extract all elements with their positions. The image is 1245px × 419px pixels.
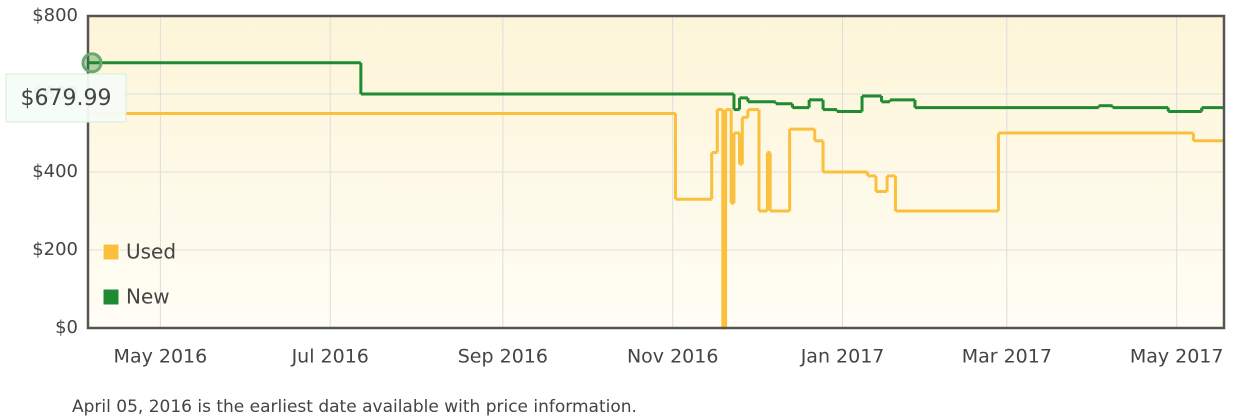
x-tick-label: Jul 2016 [291, 346, 369, 368]
x-tick-label: May 2017 [1130, 346, 1224, 368]
plot-border [86, 14, 1226, 330]
x-tick-label: Mar 2017 [962, 346, 1052, 368]
y-tick-label: $800 [32, 5, 78, 26]
x-tick-label: Sep 2016 [458, 346, 548, 368]
tooltip-box [5, 73, 127, 123]
y-tick-label: $200 [32, 239, 78, 260]
x-tick-label: May 2016 [114, 346, 208, 368]
legend-swatch [102, 243, 120, 261]
legend-label: Used [126, 240, 176, 264]
x-tick-label: Nov 2016 [627, 346, 718, 368]
y-tick-label: $0 [55, 317, 78, 338]
legend-swatch [102, 288, 120, 306]
x-tick-label: Jan 2017 [800, 346, 885, 368]
tooltip-text: $679.99 [21, 86, 112, 111]
y-tick-label: $400 [32, 161, 78, 182]
legend-label: New [126, 285, 170, 309]
hover-point [81, 52, 103, 74]
footnote: April 05, 2016 is the earliest date avai… [72, 397, 637, 417]
